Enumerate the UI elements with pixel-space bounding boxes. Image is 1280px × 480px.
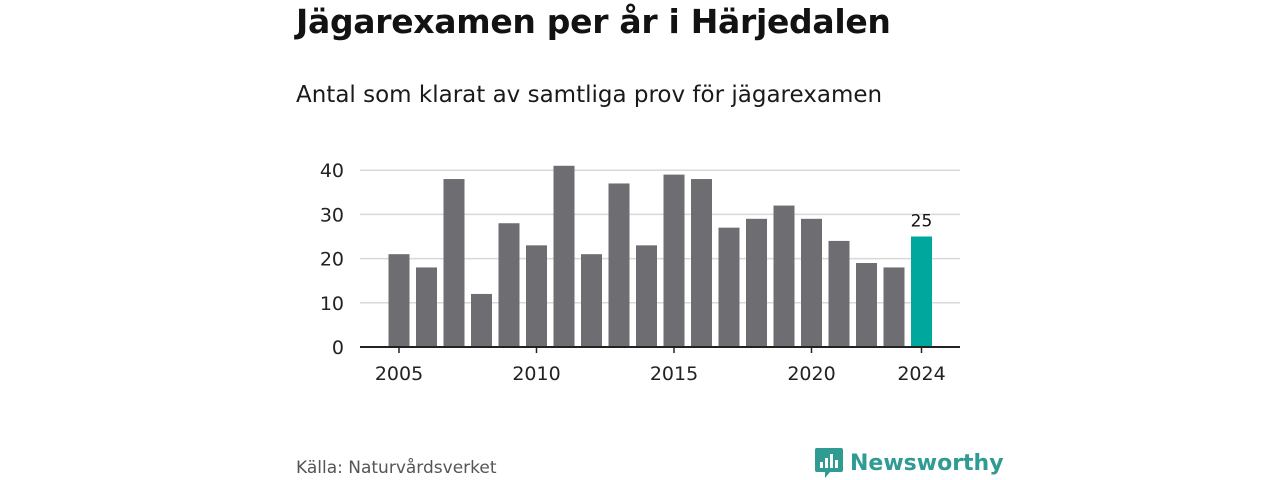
y-tick-label: 20 <box>320 249 344 271</box>
y-tick-label: 10 <box>320 293 344 315</box>
bar <box>718 227 740 347</box>
chart-title: Jägarexamen per år i Härjedalen <box>296 2 891 41</box>
data-label: 25 <box>911 212 933 232</box>
chart-subtitle: Antal som klarat av samtliga prov för jä… <box>296 82 883 108</box>
bars: 25 <box>388 165 933 347</box>
x-tick-label: 2024 <box>897 363 945 385</box>
bar <box>663 174 685 347</box>
bar <box>388 254 410 347</box>
bar <box>911 236 932 347</box>
bar <box>443 179 465 347</box>
bar <box>691 179 712 347</box>
bar <box>883 267 905 347</box>
brand-name: Newsworthy <box>850 450 1004 476</box>
axes: 0 10 20 30 40 2005 2010 2015 2020 2024 <box>320 160 960 385</box>
bar <box>553 165 575 347</box>
bar <box>746 218 767 347</box>
x-tick-label: 2015 <box>650 363 698 385</box>
bar <box>608 183 630 347</box>
brand-logo[interactable]: Newsworthy <box>814 446 1004 480</box>
x-tick-label: 2010 <box>512 363 560 385</box>
x-tick-label: 2005 <box>375 363 423 385</box>
bar <box>471 293 492 347</box>
bar <box>856 263 877 347</box>
y-tick-label: 40 <box>320 160 344 182</box>
bar <box>828 240 850 347</box>
y-tick-label: 0 <box>332 337 344 359</box>
bar <box>498 223 520 347</box>
bar <box>773 205 795 347</box>
bar <box>801 218 822 347</box>
x-tick-label: 2020 <box>787 363 835 385</box>
y-tick-label: 30 <box>320 204 344 226</box>
bar <box>581 254 602 347</box>
source-note: Källa: Naturvårdsverket <box>296 458 497 478</box>
bar <box>416 267 437 347</box>
bar <box>526 245 547 347</box>
newsworthy-logo-icon <box>815 448 843 478</box>
bar <box>636 245 657 347</box>
